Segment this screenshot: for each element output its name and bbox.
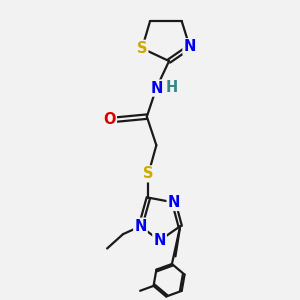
Text: N: N: [150, 81, 163, 96]
Text: O: O: [103, 112, 116, 127]
Text: S: S: [143, 166, 154, 181]
Text: N: N: [153, 233, 166, 248]
Text: N: N: [168, 195, 180, 210]
Text: H: H: [165, 80, 178, 95]
Text: S: S: [137, 41, 147, 56]
Text: N: N: [184, 39, 196, 54]
Text: N: N: [134, 219, 147, 234]
